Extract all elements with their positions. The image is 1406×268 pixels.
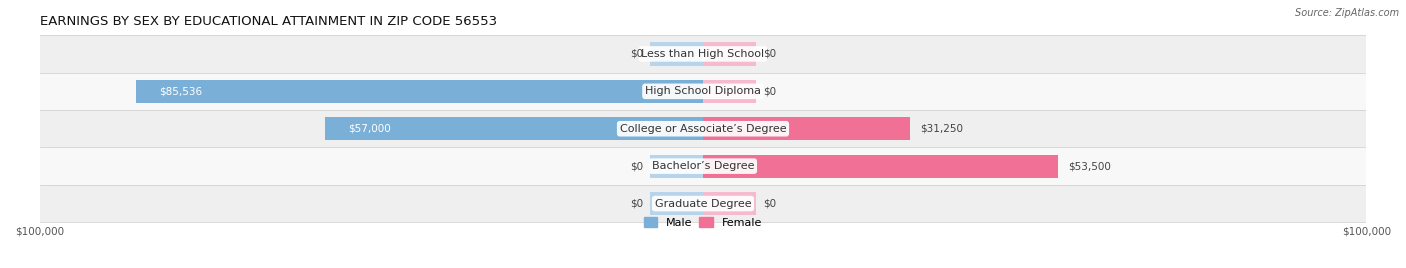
Text: Less than High School: Less than High School — [641, 49, 765, 59]
Text: $0: $0 — [762, 86, 776, 96]
Text: $0: $0 — [630, 161, 644, 171]
Text: EARNINGS BY SEX BY EDUCATIONAL ATTAINMENT IN ZIP CODE 56553: EARNINGS BY SEX BY EDUCATIONAL ATTAINMEN… — [39, 15, 496, 28]
Bar — [39, 73, 1367, 110]
Text: $0: $0 — [762, 49, 776, 59]
Bar — [703, 42, 756, 65]
Text: $0: $0 — [630, 199, 644, 209]
Bar — [325, 117, 703, 140]
Text: $0: $0 — [630, 49, 644, 59]
Text: Source: ZipAtlas.com: Source: ZipAtlas.com — [1295, 8, 1399, 18]
Bar — [135, 80, 703, 103]
Text: High School Diploma: High School Diploma — [645, 86, 761, 96]
Text: $57,000: $57,000 — [349, 124, 391, 134]
Bar — [703, 155, 1057, 178]
Text: $31,250: $31,250 — [921, 124, 963, 134]
Bar — [650, 42, 703, 65]
Text: $85,536: $85,536 — [159, 86, 202, 96]
Text: $53,500: $53,500 — [1069, 161, 1111, 171]
Bar — [39, 110, 1367, 147]
Bar — [650, 192, 703, 215]
Text: $0: $0 — [762, 199, 776, 209]
Bar — [703, 117, 910, 140]
Text: Graduate Degree: Graduate Degree — [655, 199, 751, 209]
Bar — [39, 185, 1367, 222]
Bar — [650, 155, 703, 178]
Bar — [39, 35, 1367, 73]
Text: College or Associate’s Degree: College or Associate’s Degree — [620, 124, 786, 134]
Legend: Male, Female: Male, Female — [644, 217, 762, 228]
Bar — [39, 147, 1367, 185]
Bar — [703, 192, 756, 215]
Bar — [703, 80, 756, 103]
Text: Bachelor’s Degree: Bachelor’s Degree — [652, 161, 754, 171]
